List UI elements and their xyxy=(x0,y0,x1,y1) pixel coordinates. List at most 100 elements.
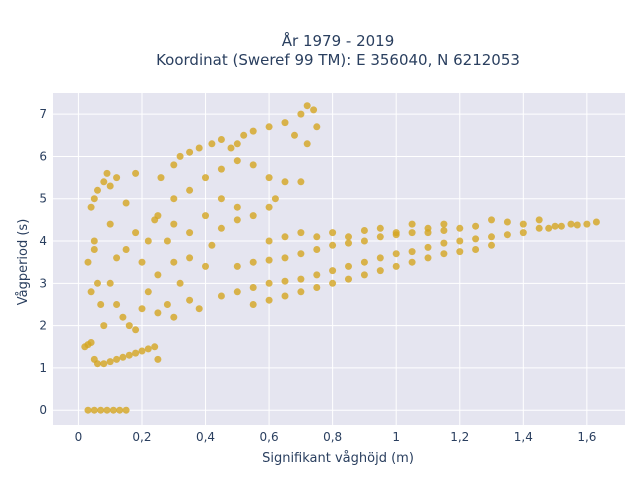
data-point xyxy=(170,220,178,228)
data-point xyxy=(313,271,321,279)
data-point xyxy=(503,218,511,226)
data-point xyxy=(170,195,178,203)
data-point xyxy=(202,212,209,220)
data-point xyxy=(265,279,273,287)
chart-subtitle: Koordinat (Sweref 99 TM): E 356040, N 62… xyxy=(156,51,520,69)
data-point xyxy=(217,224,225,232)
data-point xyxy=(227,144,235,152)
data-point xyxy=(90,237,98,245)
data-point xyxy=(106,182,114,190)
grid-lines xyxy=(53,93,625,425)
data-point xyxy=(163,301,171,308)
data-point xyxy=(424,224,432,232)
data-point xyxy=(573,221,581,229)
data-point xyxy=(408,258,416,266)
data-point xyxy=(310,106,318,114)
data-point xyxy=(360,271,368,279)
data-point xyxy=(291,131,298,139)
data-point xyxy=(106,358,114,366)
data-point xyxy=(297,275,305,283)
x-tick-label: 1,4 xyxy=(514,430,533,444)
data-point xyxy=(154,212,162,220)
data-point xyxy=(345,262,352,270)
data-point xyxy=(376,224,384,232)
data-point xyxy=(265,237,273,245)
data-point xyxy=(202,174,209,182)
data-point xyxy=(233,262,241,270)
data-point xyxy=(281,233,289,241)
data-point xyxy=(157,174,165,182)
data-point xyxy=(109,406,117,414)
data-point xyxy=(297,250,305,258)
y-tick-label: 6 xyxy=(39,149,47,163)
chart-title: År 1979 - 2019 xyxy=(282,31,395,50)
data-point xyxy=(87,339,95,346)
data-point xyxy=(440,250,448,258)
data-point xyxy=(154,271,162,279)
data-point xyxy=(472,222,480,230)
data-point xyxy=(297,288,305,296)
data-point xyxy=(392,250,400,258)
data-point xyxy=(186,296,194,304)
data-point xyxy=(303,140,311,148)
data-point xyxy=(125,351,133,359)
data-point xyxy=(202,262,209,270)
data-point xyxy=(313,284,321,291)
data-point xyxy=(176,152,184,160)
data-point xyxy=(90,406,98,414)
data-point xyxy=(217,165,225,173)
data-point xyxy=(90,195,98,203)
data-point xyxy=(144,288,152,296)
data-point xyxy=(456,237,464,245)
data-point xyxy=(488,241,495,249)
data-point xyxy=(138,347,146,355)
y-tick-label: 5 xyxy=(39,192,47,206)
data-point xyxy=(519,229,527,237)
data-point xyxy=(281,292,289,300)
data-point xyxy=(329,267,337,275)
data-point xyxy=(122,406,130,414)
data-point xyxy=(132,349,140,357)
data-point xyxy=(519,220,527,228)
data-point xyxy=(376,254,384,262)
data-point xyxy=(345,275,352,283)
data-point xyxy=(551,222,559,230)
y-tick-label: 7 xyxy=(39,107,47,121)
data-point xyxy=(545,224,553,232)
data-point xyxy=(132,169,140,177)
data-point xyxy=(138,258,146,266)
data-point xyxy=(138,305,146,313)
data-point xyxy=(440,220,448,228)
data-point xyxy=(94,186,101,194)
data-point xyxy=(440,227,448,234)
data-point xyxy=(195,305,203,313)
data-point xyxy=(297,110,305,118)
data-point xyxy=(132,326,140,334)
data-point xyxy=(297,178,305,186)
data-point xyxy=(84,406,92,414)
data-point xyxy=(408,220,416,228)
x-tick-label: 1,6 xyxy=(577,430,596,444)
data-point xyxy=(233,203,241,211)
data-point xyxy=(217,136,225,143)
data-point xyxy=(217,195,225,203)
data-point xyxy=(170,258,178,266)
x-tick-label: 0,8 xyxy=(323,430,342,444)
data-point xyxy=(592,218,600,226)
data-point xyxy=(94,279,101,287)
data-point xyxy=(113,254,121,262)
y-axis-ticks: 0 1 2 3 4 5 6 7 xyxy=(39,107,47,417)
data-point xyxy=(313,246,321,253)
data-point xyxy=(265,256,273,264)
data-point xyxy=(97,406,105,414)
data-point xyxy=(329,279,337,287)
data-point xyxy=(303,102,311,110)
data-point xyxy=(249,258,257,266)
y-axis-title: Vågperiod (s) xyxy=(16,219,31,306)
data-point xyxy=(119,353,127,361)
data-point xyxy=(297,229,305,237)
data-point xyxy=(265,203,273,211)
data-point xyxy=(84,258,92,266)
data-point xyxy=(113,355,121,363)
data-point xyxy=(122,199,130,207)
